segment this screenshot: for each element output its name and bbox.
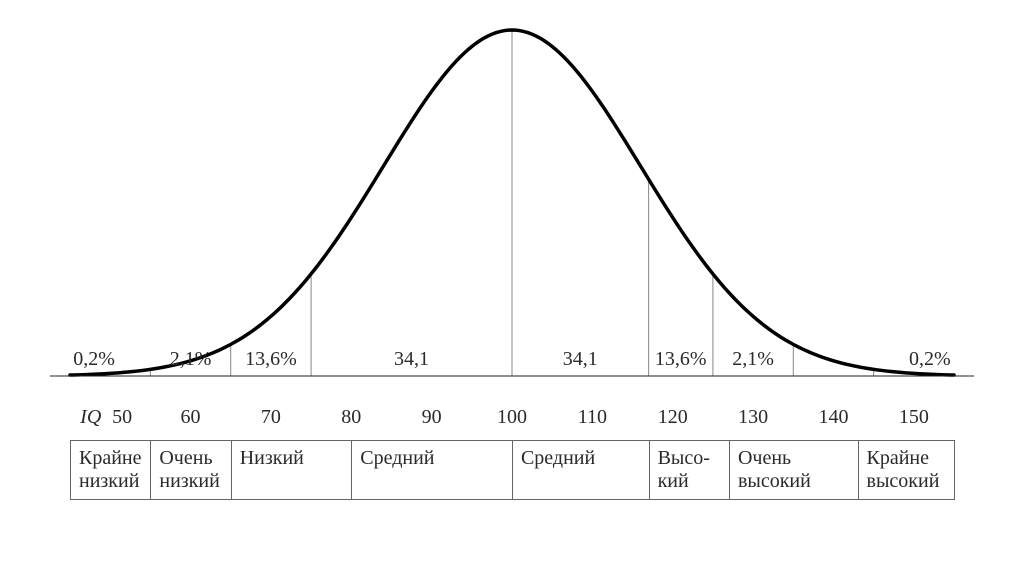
category-row: КрайненизкийОченьнизкийНизкийСреднийСред… — [71, 441, 955, 500]
category-cell: Оченьнизкий — [151, 441, 231, 500]
iq-tick: 140 — [818, 406, 848, 429]
iq-axis-label: IQ — [80, 406, 101, 429]
category-cell: Средний — [352, 441, 513, 500]
pct-label: 13,6% — [655, 348, 707, 371]
iq-tick: 130 — [738, 406, 768, 429]
iq-tick: 60 — [181, 406, 201, 429]
pct-label: 34,1 — [563, 348, 598, 371]
pct-label: 2,1% — [170, 348, 212, 371]
pct-label: 0,2% — [909, 348, 951, 371]
iq-bell-curve-chart: 0,2% 2,1% 13,6% 34,1 34,1 13,6% 2,1% 0,2% IQ 50… — [0, 0, 1024, 576]
category-cell: Низкий — [231, 441, 352, 500]
pct-label: 0,2% — [73, 348, 115, 371]
category-table: КрайненизкийОченьнизкийНизкийСреднийСред… — [70, 440, 955, 500]
category-cell: Крайневысокий — [858, 441, 954, 500]
category-cell: Высо-кий — [649, 441, 729, 500]
iq-tick: 90 — [422, 406, 442, 429]
pct-label: 13,6% — [245, 348, 297, 371]
iq-tick: 150 — [899, 406, 929, 429]
category-cell: Оченьвысокий — [729, 441, 858, 500]
category-cell: Средний — [512, 441, 649, 500]
iq-tick: 50 — [112, 406, 132, 429]
iq-tick: 70 — [261, 406, 281, 429]
iq-tick: 80 — [341, 406, 361, 429]
category-cell: Крайненизкий — [71, 441, 151, 500]
iq-tick: 110 — [578, 406, 607, 429]
pct-label: 2,1% — [732, 348, 774, 371]
pct-label: 34,1 — [394, 348, 429, 371]
iq-tick: 120 — [658, 406, 688, 429]
iq-tick: 100 — [497, 406, 527, 429]
